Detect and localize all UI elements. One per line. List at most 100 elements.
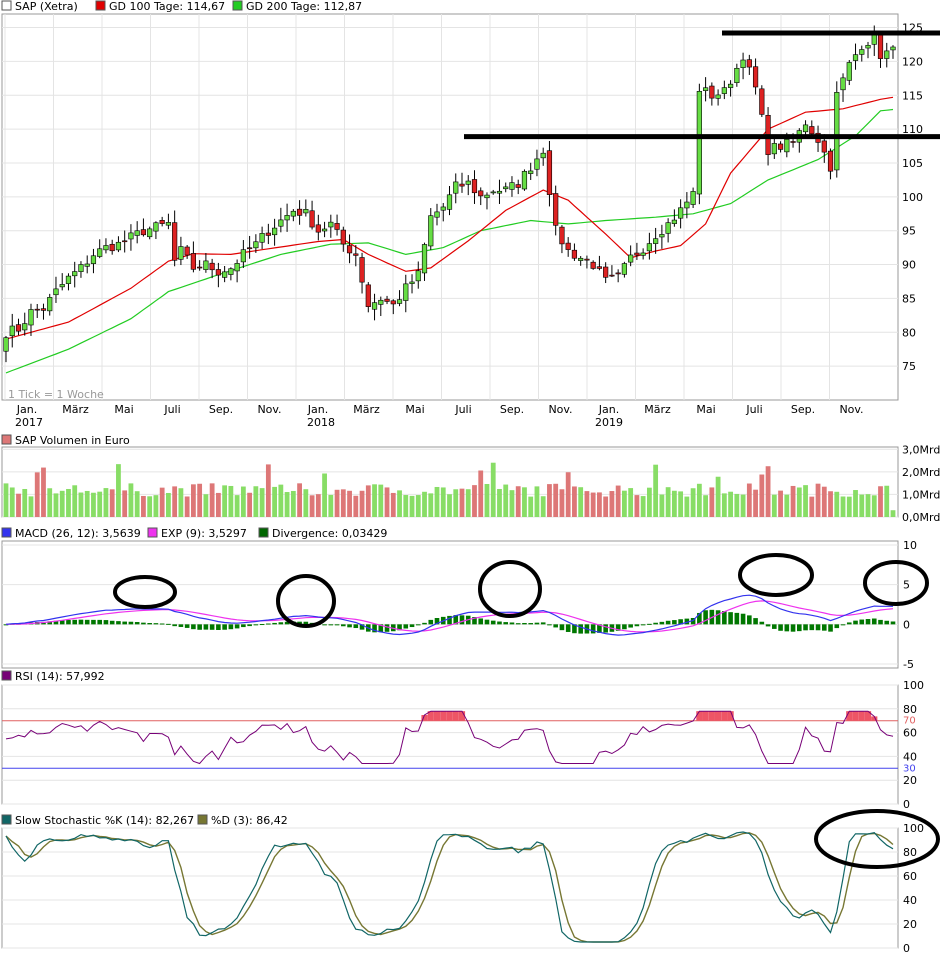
candle <box>140 229 147 236</box>
candle <box>228 268 234 275</box>
divergence-bar <box>590 624 596 634</box>
candle <box>234 263 240 272</box>
legend-price: SAP (Xetra) <box>15 0 78 13</box>
price-ytick: 120 <box>902 55 923 68</box>
volume-bar <box>209 483 215 517</box>
rsi-overbought-fill <box>696 711 703 721</box>
annotation-ellipse <box>276 574 336 628</box>
volume-bar <box>484 483 490 517</box>
volume-bar <box>365 485 371 517</box>
divergence-bar <box>303 621 309 625</box>
divergence-bar <box>753 618 758 625</box>
candle <box>309 210 315 228</box>
volume-bar <box>840 496 846 517</box>
macd-line <box>5 594 893 636</box>
candle <box>546 150 553 195</box>
volume-bar <box>540 496 546 517</box>
candle <box>403 283 409 301</box>
candle <box>284 215 290 221</box>
volume-bar <box>53 493 59 517</box>
annotation-ellipse <box>863 560 929 606</box>
candle <box>340 229 346 245</box>
volume-bar <box>746 483 752 517</box>
candle <box>72 271 78 277</box>
volume-bar <box>646 487 652 517</box>
divergence-bar <box>166 623 171 625</box>
candle <box>646 243 652 252</box>
candle <box>665 222 671 234</box>
volume-bar <box>459 488 465 517</box>
divergence-bar <box>447 615 452 625</box>
price-ytick: 75 <box>902 360 916 373</box>
divergence-bar <box>128 621 134 625</box>
volume-bar <box>428 493 434 517</box>
candle <box>78 264 84 272</box>
divergence-bar <box>153 623 159 625</box>
volume-bar <box>28 496 34 517</box>
divergence-bar <box>234 624 240 629</box>
divergence-bar <box>553 624 558 628</box>
volume-bar <box>765 466 771 517</box>
volume-bar <box>347 490 352 517</box>
divergence-bar <box>147 623 152 625</box>
volume-bar <box>796 487 802 517</box>
volume-bar <box>665 487 671 517</box>
candle <box>365 284 371 307</box>
volume-bar <box>309 495 315 517</box>
volume-bar <box>409 495 415 517</box>
candle <box>653 238 659 244</box>
annotation-ellipse <box>478 560 542 618</box>
macd-ytick: -5 <box>903 658 914 671</box>
candle <box>821 140 827 153</box>
divergence-bar <box>509 622 515 625</box>
volume-bar <box>609 491 615 517</box>
volume-bar <box>415 495 421 517</box>
divergence-bar <box>722 611 727 625</box>
volume-bar <box>378 484 384 517</box>
candle <box>396 299 403 304</box>
candle <box>240 249 246 263</box>
volume-bar <box>809 496 815 517</box>
divergence-bar <box>434 618 440 625</box>
candle <box>590 261 596 269</box>
candle <box>465 180 471 185</box>
volume-bar <box>234 495 240 517</box>
divergence-bar <box>628 624 633 628</box>
candle <box>346 245 353 254</box>
divergence-bar <box>828 624 833 632</box>
candle <box>727 83 734 88</box>
volume-bar <box>372 484 377 517</box>
divergence-bar <box>297 621 302 625</box>
stoch-ytick: 100 <box>903 822 924 835</box>
candle <box>740 59 746 68</box>
candle <box>247 247 253 250</box>
candle <box>528 170 534 174</box>
volume-bar <box>678 491 684 517</box>
divergence-bar <box>422 622 427 625</box>
rsi-overbought-fill <box>708 711 715 721</box>
price-xtick: Nov. <box>257 403 281 416</box>
candle <box>9 325 15 337</box>
divergence-bar <box>665 620 671 625</box>
volume-bar <box>871 495 877 517</box>
candle <box>884 50 890 59</box>
candle <box>321 228 328 232</box>
candle <box>90 255 97 264</box>
legend-swatch-stoch-k <box>1 814 12 825</box>
divergence-bar <box>222 624 227 630</box>
volume-bar <box>759 474 765 517</box>
volume-bar <box>846 496 852 517</box>
divergence-bar <box>490 620 496 625</box>
candle <box>890 46 896 51</box>
macd-ytick: 0 <box>903 618 910 631</box>
candle <box>478 190 484 197</box>
candle <box>521 171 528 190</box>
candle <box>434 211 440 218</box>
price-ytick: 90 <box>902 259 916 272</box>
volume-bar <box>553 483 559 517</box>
volume-bar <box>172 486 178 517</box>
divergence-bar <box>91 619 96 625</box>
volume-bar <box>472 485 477 517</box>
volume-bar <box>728 491 733 517</box>
candle <box>122 240 128 243</box>
